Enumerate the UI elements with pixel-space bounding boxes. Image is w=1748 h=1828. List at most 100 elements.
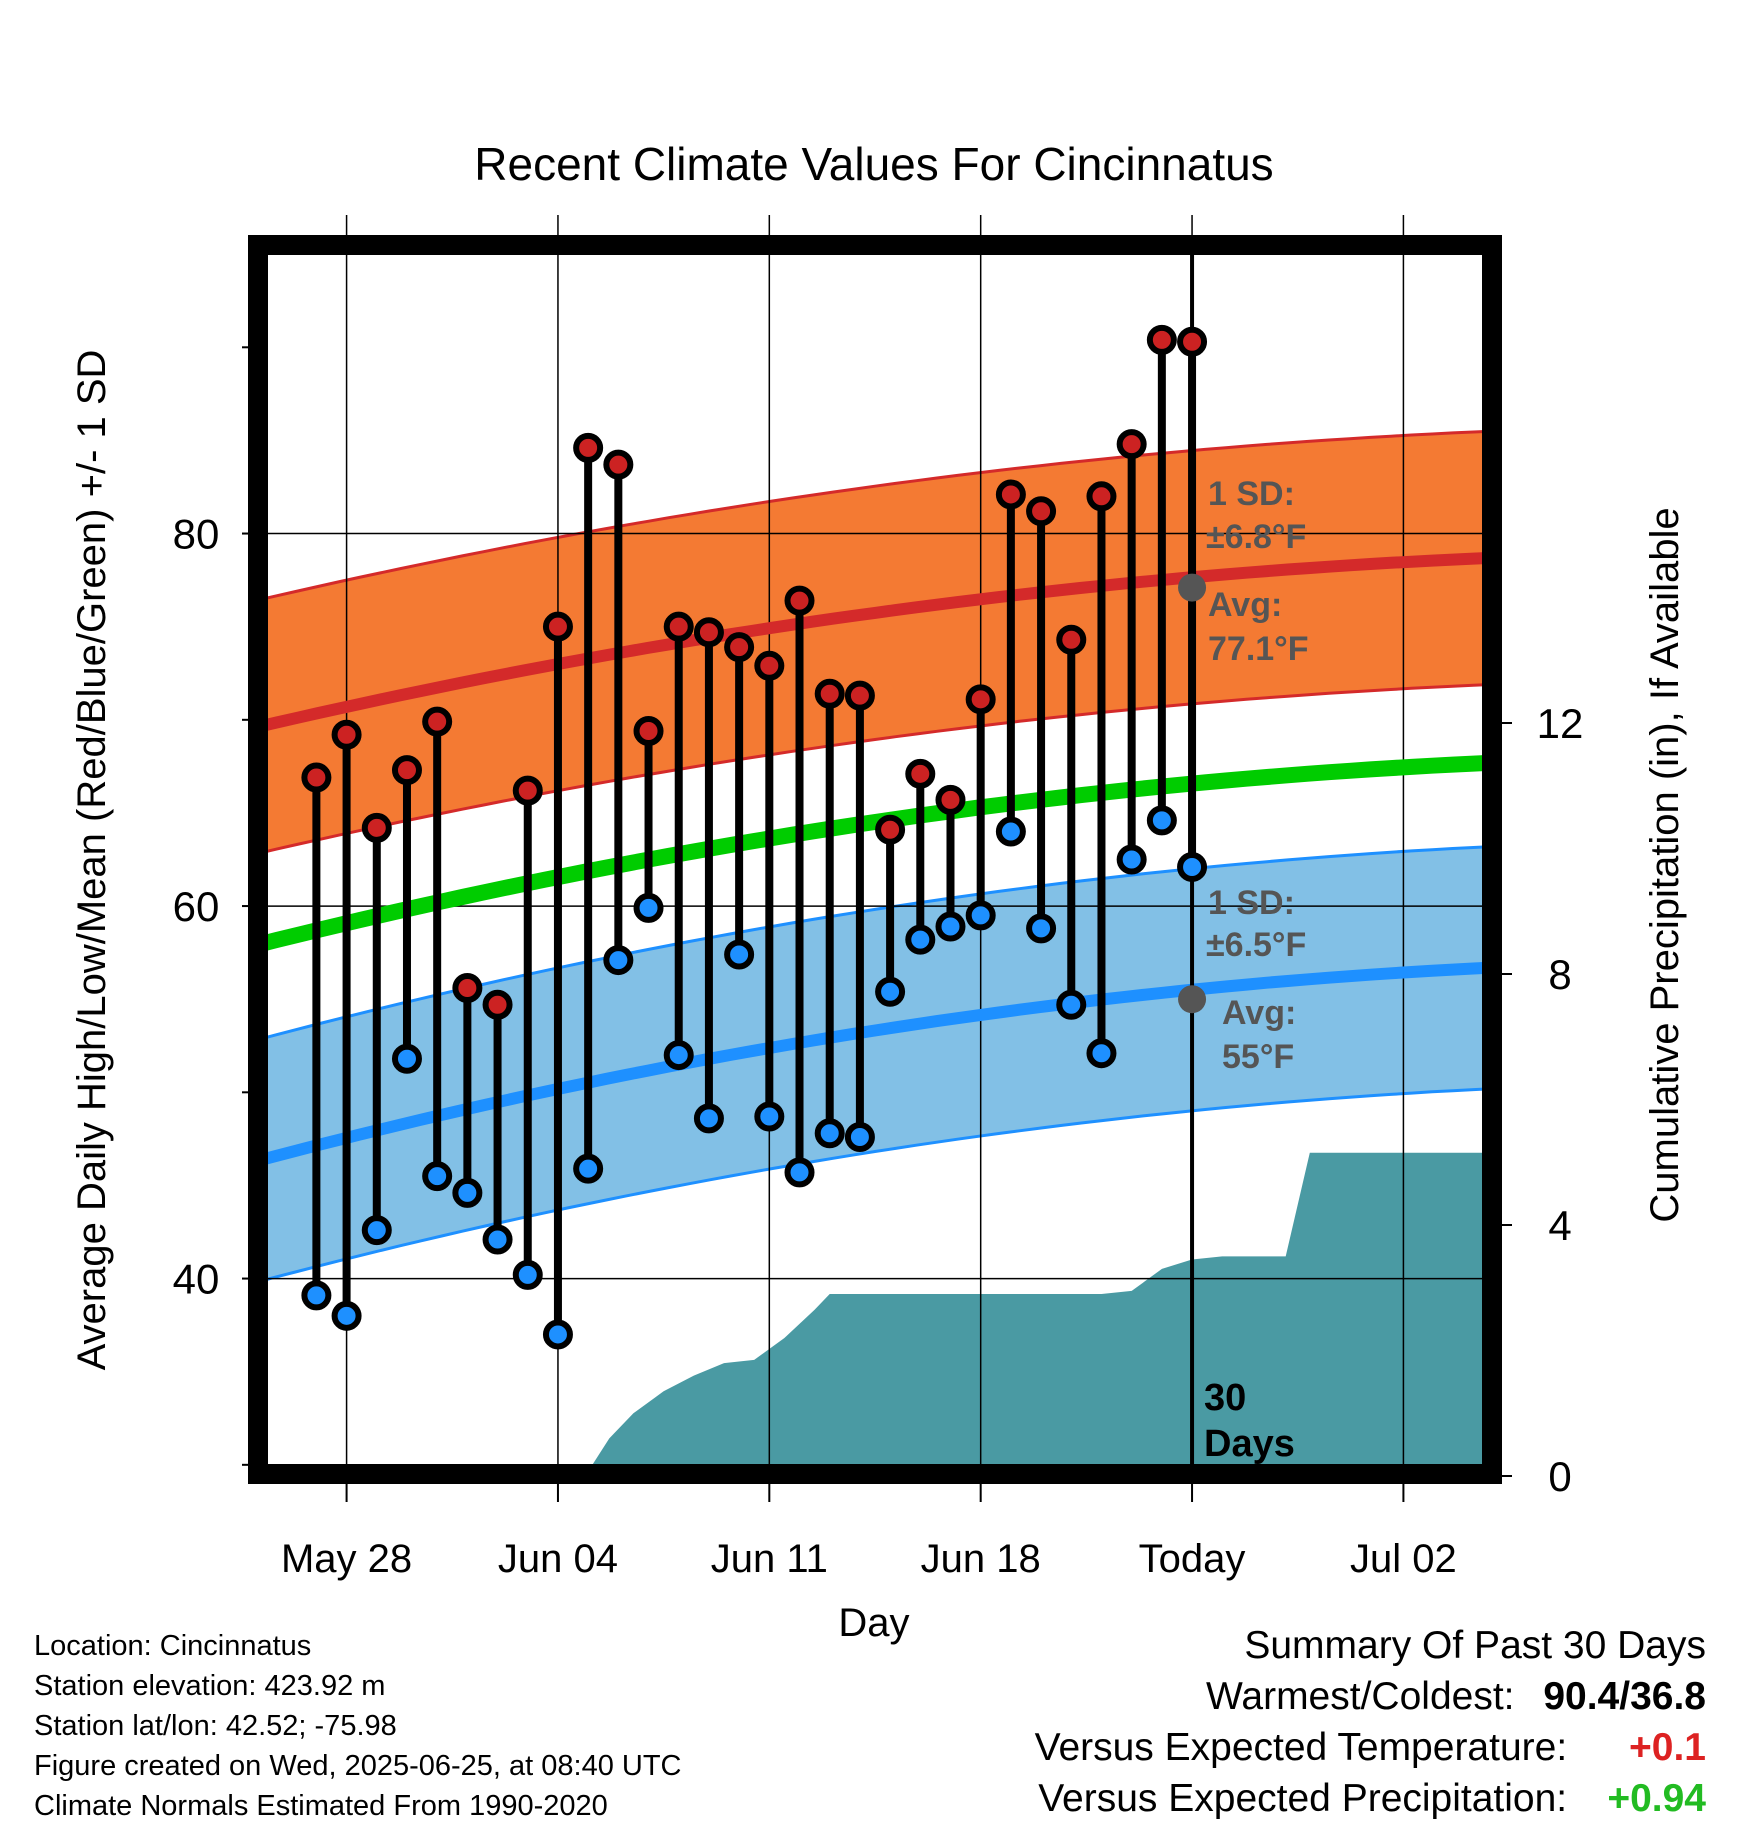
- summary-panel: Summary Of Past 30 Days Warmest/Coldest:…: [1035, 1620, 1706, 1824]
- daily-high-point: [633, 715, 664, 746]
- daily-high-point: [391, 755, 422, 786]
- y-axis-left-label: Average Daily High/Low/Mean (Red/Blue/Gr…: [70, 350, 114, 1371]
- normal-bands: [256, 429, 1494, 1284]
- daily-high-point: [1056, 624, 1087, 655]
- daily-low-point: [573, 1153, 604, 1184]
- daily-low-point: [1026, 913, 1057, 944]
- low-sd-label: 1 SD:: [1208, 884, 1295, 922]
- high-sd-value: ±6.8°F: [1206, 518, 1306, 556]
- daily-temperature-stems: [301, 324, 1208, 1350]
- daily-low-point: [935, 911, 966, 942]
- normal-lines: [256, 551, 1494, 1168]
- daily-low-point: [844, 1122, 875, 1153]
- daily-high-point: [512, 775, 543, 806]
- high-sd-label: 1 SD:: [1208, 475, 1295, 513]
- temp-vs-expected-row: Versus Expected Temperature: +0.1: [1035, 1722, 1706, 1773]
- low-sd-value: ±6.5°F: [1206, 926, 1306, 964]
- x-tick-label: Jun 04: [498, 1537, 618, 1581]
- latlon-text: Station lat/lon: 42.52; -75.98: [34, 1710, 397, 1742]
- daily-high-point: [422, 706, 453, 737]
- daily-high-point: [361, 812, 392, 843]
- low-sd-lower-edge: [256, 1087, 1494, 1284]
- precipitation-area: [271, 1152, 1494, 1476]
- daily-high-point: [724, 632, 755, 663]
- y-left-tick-label: 40: [173, 1256, 220, 1303]
- daily-low-point: [814, 1118, 845, 1149]
- daily-high-point: [1177, 326, 1208, 357]
- daily-low-point: [301, 1280, 332, 1311]
- daily-high-point: [663, 611, 694, 642]
- cumulative-precip-area: [271, 1152, 1494, 1476]
- daily-low-point: [693, 1103, 724, 1134]
- normal-high-line: [256, 551, 1494, 734]
- daily-high-point: [875, 814, 906, 845]
- daily-low-point: [391, 1043, 422, 1074]
- today-days-label-line: 30: [1204, 1377, 1246, 1419]
- daily-high-point: [693, 617, 724, 648]
- precip-vs-expected-value: +0.94: [1607, 1777, 1706, 1820]
- plot-frame: [248, 235, 1502, 1484]
- daily-low-point: [784, 1157, 815, 1188]
- daily-high-point: [331, 719, 362, 750]
- high-avg-value: 77.1°F: [1208, 630, 1309, 668]
- high-sd-lower-edge: [256, 682, 1494, 856]
- daily-high-point: [844, 680, 875, 711]
- daily-high-point: [452, 973, 483, 1004]
- daily-low-point: [905, 924, 936, 955]
- daily-low-point: [542, 1319, 573, 1350]
- daily-low-point: [1116, 844, 1147, 875]
- daily-low-point: [1086, 1038, 1117, 1069]
- daily-low-point: [1177, 851, 1208, 882]
- today-low-avg-dot: [1178, 985, 1207, 1014]
- daily-high-point: [1026, 496, 1057, 527]
- axes: May 28 Jun 04 Jun 11 Jun 18 Today Jul 0240608…: [173, 346, 1583, 1581]
- precip-vs-expected-label: Versus Expected Precipitation:: [1038, 1777, 1568, 1820]
- daily-low-point: [1056, 989, 1087, 1020]
- daily-low-point: [633, 892, 664, 923]
- normal-mean-line: [256, 754, 1494, 953]
- warm-cold-label: Warmest/Coldest:: [1206, 1675, 1515, 1718]
- daily-high-point: [814, 678, 845, 709]
- daily-low-point: [724, 939, 755, 970]
- today-days-label-line: Days: [1204, 1423, 1295, 1465]
- low-avg-label: Avg:: [1222, 994, 1296, 1032]
- daily-high-point: [573, 432, 604, 463]
- x-tick-label: Jun 11: [711, 1537, 828, 1581]
- daily-high-point: [1146, 324, 1177, 355]
- high-sd-upper-edge: [256, 429, 1494, 603]
- daily-low-point: [422, 1161, 453, 1192]
- x-tick-label: Jul 02: [1350, 1537, 1457, 1581]
- daily-high-point: [482, 989, 513, 1020]
- low-avg-value: 55°F: [1222, 1038, 1294, 1076]
- daily-high-point: [301, 762, 332, 793]
- daily-low-point: [452, 1177, 483, 1208]
- daily-low-point: [754, 1101, 785, 1132]
- daily-low-point: [875, 976, 906, 1007]
- summary-heading: Summary Of Past 30 Days: [1244, 1624, 1706, 1667]
- y-left-tick-label: 60: [173, 883, 220, 930]
- station-info: Location: Cincinnatus Station elevation:…: [34, 1626, 682, 1826]
- warm-cold-value: 90.4/36.8: [1543, 1675, 1706, 1718]
- y-left-tick-label: 80: [173, 511, 220, 558]
- y-right-tick-label: 4: [1548, 1202, 1571, 1249]
- daily-high-point: [754, 650, 785, 681]
- daily-high-point: [905, 758, 936, 789]
- high-avg-label: Avg:: [1208, 586, 1282, 624]
- precip-vs-expected-row: Versus Expected Precipitation: +0.94: [1035, 1773, 1706, 1824]
- location-text: Location: Cincinnatus: [34, 1630, 312, 1662]
- x-tick-label: Jun 18: [921, 1537, 1041, 1581]
- chart-title: Recent Climate Values For Cincinnatus: [474, 138, 1273, 190]
- y-right-tick-label: 0: [1548, 1453, 1571, 1500]
- daily-low-point: [361, 1215, 392, 1246]
- daily-high-point: [935, 784, 966, 815]
- daily-high-point: [995, 479, 1026, 510]
- daily-low-point: [965, 900, 996, 931]
- daily-low-point: [603, 945, 634, 976]
- daily-high-point: [1086, 481, 1117, 512]
- daily-low-point: [512, 1259, 543, 1290]
- normal-annotations: 1 SD: ±6.8°F Avg: 77.1°F 1 SD: ±6.5°F Avg: 55°F: [1178, 475, 1309, 1076]
- daily-low-point: [663, 1040, 694, 1071]
- daily-low-point: [331, 1300, 362, 1331]
- today-days-label: 30 Days: [1204, 1377, 1295, 1465]
